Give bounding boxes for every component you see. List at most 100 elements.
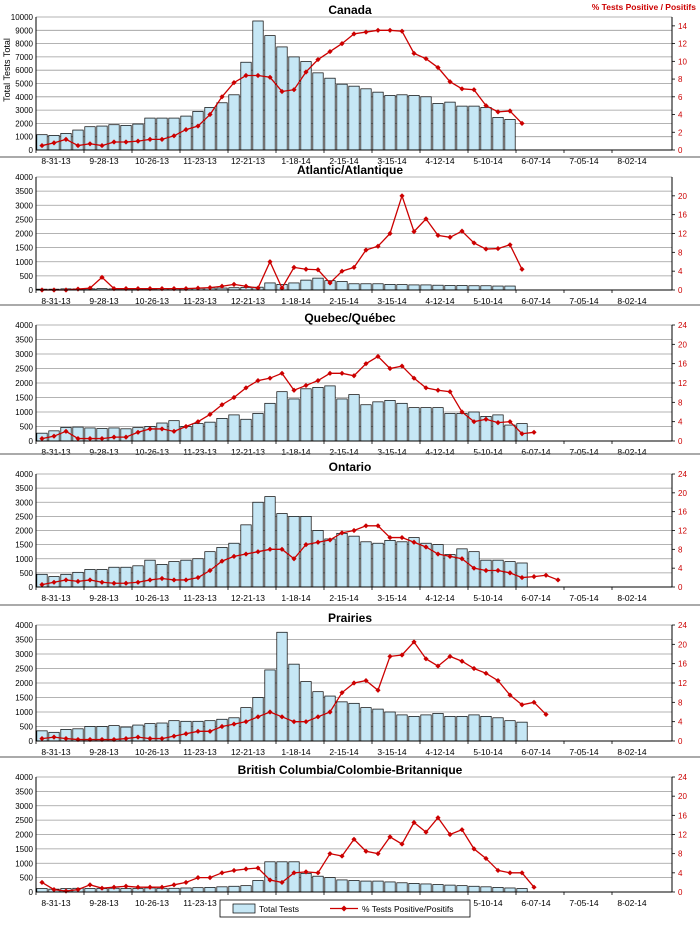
panel-0: Canada 0 1000 2000 3000 4000 5000 6000 7000 8000 9… [0, 3, 700, 166]
pct-positive-point [447, 831, 453, 838]
bar-total-tests [456, 285, 468, 291]
pct-positive-point [423, 385, 429, 391]
legend-line-label: % Tests Positive/Positifs [362, 904, 454, 914]
right-tick-label: 20 [678, 340, 687, 349]
pct-positive-point [171, 133, 177, 139]
bar-total-tests [468, 411, 480, 442]
bar-total-tests [312, 530, 324, 588]
bar-total-tests [300, 279, 312, 291]
pct-positive-point [507, 870, 513, 876]
x-tick-label: 6-07-14 [521, 296, 551, 306]
left-tick-label: 1000 [15, 859, 33, 868]
bar-total-tests [456, 715, 468, 742]
x-tick-label: 7-05-14 [569, 296, 599, 306]
left-tick-label: 8000 [15, 40, 33, 49]
left-tick-label: 3000 [15, 650, 33, 659]
pct-positive-point [147, 285, 153, 292]
pct-positive-point [207, 567, 213, 574]
pct-positive-point [123, 883, 129, 889]
bar-total-tests [492, 285, 504, 291]
bar-total-tests [504, 424, 516, 442]
right-tick-label: 4 [678, 564, 683, 573]
bar-total-tests [348, 394, 360, 442]
bar-total-tests [264, 35, 276, 151]
pct-positive-point [123, 139, 129, 145]
right-tick-label: 24 [678, 773, 687, 782]
bar-total-tests [408, 537, 420, 588]
x-tick-label: 11-23-13 [183, 447, 217, 457]
pct-positive-point [123, 285, 129, 292]
pct-positive-point [231, 553, 237, 559]
pct-positive-point [507, 692, 513, 698]
x-tick-label: 2-15-14 [329, 593, 359, 603]
pct-positive-point [219, 283, 225, 289]
x-tick-label: 2-15-14 [329, 747, 359, 757]
bar-total-tests [372, 401, 384, 442]
pct-positive-point [75, 435, 81, 442]
pct-positive-point [507, 108, 513, 114]
pct-positive-point [315, 714, 321, 720]
pct-positive-point [447, 79, 453, 85]
pct-positive-point [111, 285, 117, 292]
pct-positive-point [99, 142, 105, 149]
bar-total-tests [372, 91, 384, 151]
x-tick-label: 3-15-14 [377, 296, 407, 306]
bar-total-tests [336, 879, 348, 893]
pct-positive-point [423, 56, 429, 62]
panel-1: Atlantic/Atlantique 0 500 1000 1500 2000 2500 3… [0, 163, 700, 306]
left-tick-label: 6000 [15, 66, 33, 75]
bar-total-tests [84, 126, 96, 151]
pct-positive-point [195, 574, 201, 581]
bar-total-tests [264, 669, 276, 742]
bar-total-tests [336, 398, 348, 442]
left-tick-label: 0 [29, 737, 34, 746]
pct-positive-point [303, 719, 309, 725]
pct-positive-point [531, 574, 537, 580]
bar-total-tests [192, 887, 204, 893]
pct-positive-point [375, 353, 381, 360]
bar-total-tests [504, 720, 516, 742]
pct-positive-point [207, 111, 213, 118]
bar-total-tests [216, 718, 228, 742]
left-tick-label: 9000 [15, 26, 33, 35]
right-tick-label: 12 [678, 230, 687, 239]
x-tick-label: 5-10-14 [473, 296, 503, 306]
x-tick-label: 8-31-13 [41, 898, 71, 908]
pct-positive-point [279, 879, 285, 886]
x-tick-label: 1-18-14 [281, 447, 311, 457]
bar-total-tests [312, 387, 324, 442]
x-tick-label: 2-15-14 [329, 296, 359, 306]
pct-positive-point [435, 232, 441, 238]
pct-positive-point [219, 402, 225, 408]
bar-total-tests [360, 880, 372, 893]
x-tick-label: 2-15-14 [329, 447, 359, 457]
bar-total-tests [396, 541, 408, 588]
pct-positive-point [519, 266, 525, 272]
x-tick-label: 12-21-13 [231, 156, 265, 166]
x-tick-label: 9-28-13 [89, 593, 119, 603]
pct-positive-point [171, 285, 177, 292]
pct-positive-point [135, 138, 141, 144]
pct-positive-point [291, 387, 297, 393]
pct-positive-point [255, 865, 261, 871]
pct-positive-point [471, 565, 477, 571]
bar-total-tests [156, 422, 168, 442]
pct-positive-point [495, 867, 501, 874]
pct-positive-point [51, 734, 57, 740]
pct-positive-point [39, 435, 45, 442]
pct-positive-point [87, 141, 93, 147]
pct-positive-point [87, 577, 93, 583]
left-tick-label: 1500 [15, 541, 33, 550]
left-tick-label: 500 [20, 423, 34, 432]
pct-positive-point [75, 286, 81, 292]
pct-positive-line [41, 816, 535, 892]
pct-positive-point [399, 841, 405, 847]
pct-positive-point [447, 553, 453, 559]
right-tick-label: 8 [678, 75, 683, 84]
bar-total-tests [132, 123, 144, 151]
x-tick-label: 7-05-14 [569, 447, 599, 457]
pct-positive-point [183, 127, 189, 133]
pct-positive-point [243, 283, 249, 289]
pct-positive-point [219, 94, 225, 100]
